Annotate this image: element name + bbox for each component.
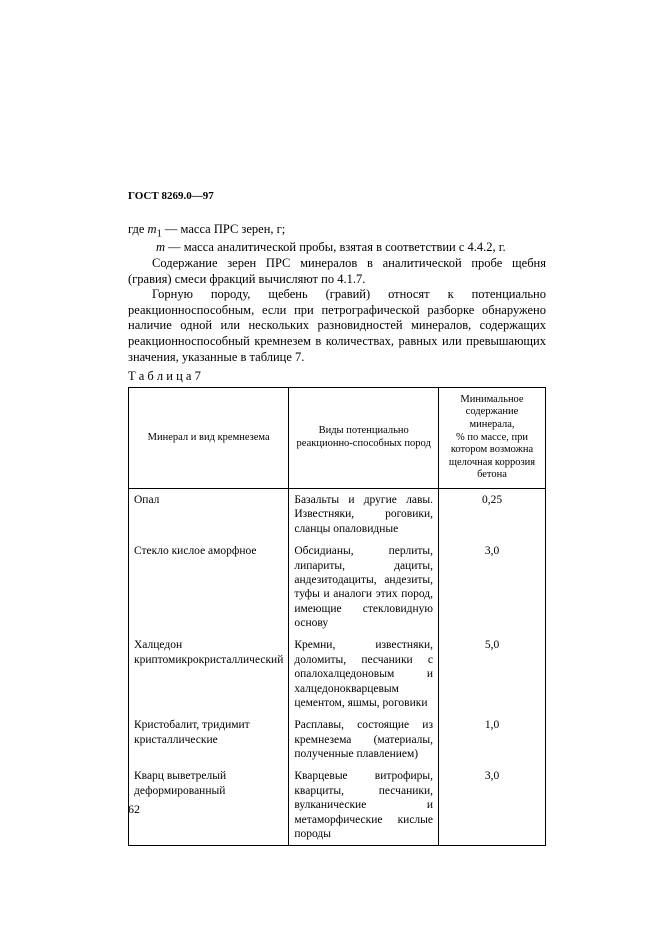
paragraph-2: Горную породу, щебень (гравий) относят к…: [128, 287, 546, 365]
table-header-c3: Минимальное содержание минерала, % по ма…: [439, 387, 546, 488]
paragraph-1: Содержание зерен ПРС минералов в аналити…: [128, 256, 546, 287]
definition-line-2: m — масса аналитической пробы, взятая в …: [128, 240, 546, 256]
cell-value: 3,0: [439, 540, 546, 634]
table-header-row: Минерал и вид кремнезема Виды потенциаль…: [129, 387, 546, 488]
cell-mineral: Халцедон криптомикрокристаллический: [129, 634, 289, 714]
def-text-1: — масса ПРС зерен, г;: [162, 222, 285, 236]
cell-rocks: Обсидианы, перлиты, липариты, дациты, ан…: [289, 540, 439, 634]
def-where: где: [128, 222, 148, 236]
table-caption-word: Т а б л и ц а: [128, 369, 191, 383]
cell-rocks: Кварцевые витрофиры, кварциты, песчаники…: [289, 765, 439, 845]
cell-mineral: Кристобалит, тридимит кристаллические: [129, 714, 289, 765]
cell-mineral: Опал: [129, 489, 289, 541]
cell-value: 5,0: [439, 634, 546, 714]
cell-rocks: Кремни, известняки, доломиты, песчаники …: [289, 634, 439, 714]
cell-value: 1,0: [439, 714, 546, 765]
table-caption: Т а б л и ц а 7: [128, 369, 546, 385]
table-caption-number: 7: [191, 369, 200, 383]
table-row: Стекло кислое аморфное Обсидианы, перлит…: [129, 540, 546, 634]
table-7: Минерал и вид кремнезема Виды потенциаль…: [128, 387, 546, 846]
cell-rocks: Расплавы, состоящие из кремнезема (матер…: [289, 714, 439, 765]
document-standard-code: ГОСТ 8269.0—97: [128, 190, 546, 204]
definition-line-1: где m1 — масса ПРС зерен, г;: [128, 222, 546, 241]
cell-mineral: Стекло кислое аморфное: [129, 540, 289, 634]
table-header-c2: Виды потенциально реакционно-способных п…: [289, 387, 439, 488]
table-row: Халцедон криптомикрокристаллический Крем…: [129, 634, 546, 714]
def-text-2: — масса аналитической пробы, взятая в со…: [165, 240, 506, 254]
table-header-c1: Минерал и вид кремнезема: [129, 387, 289, 488]
cell-value: 3,0: [439, 765, 546, 845]
table-row: Кварц выветрелый деформированный Кварцев…: [129, 765, 546, 845]
page-number: 62: [128, 802, 140, 817]
def-symbol-m1: m: [148, 222, 157, 236]
cell-mineral: Кварц выветрелый деформированный: [129, 765, 289, 845]
cell-rocks: Базальты и другие лавы. Известняки, рого…: [289, 489, 439, 541]
def-symbol-m: m: [156, 240, 165, 254]
table-row: Опал Базальты и другие лавы. Известняки,…: [129, 489, 546, 541]
cell-value: 0,25: [439, 489, 546, 541]
table-row: Кристобалит, тридимит кристаллические Ра…: [129, 714, 546, 765]
